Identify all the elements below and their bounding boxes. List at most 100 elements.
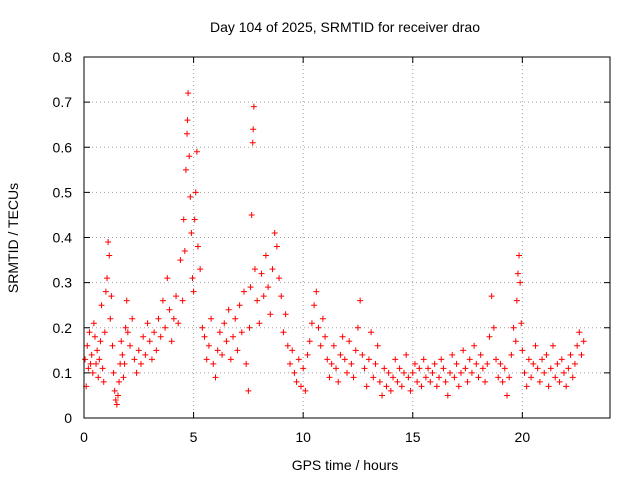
data-point <box>251 266 258 273</box>
data-point <box>104 275 111 282</box>
data-point <box>151 329 158 336</box>
data-point <box>184 130 191 137</box>
data-point <box>473 360 480 367</box>
data-point <box>243 360 250 367</box>
data-point <box>418 383 425 390</box>
y-tick-label: 0.5 <box>53 184 73 200</box>
data-point <box>525 356 532 363</box>
data-point <box>475 374 482 381</box>
data-point <box>267 311 274 318</box>
data-point <box>518 320 525 327</box>
data-point <box>276 275 283 282</box>
data-point <box>265 284 272 291</box>
data-point <box>184 117 191 124</box>
data-point <box>429 369 436 376</box>
data-point <box>381 365 388 372</box>
x-tick-label: 20 <box>515 429 531 445</box>
data-point <box>350 374 357 381</box>
data-point <box>170 315 177 322</box>
data-point <box>495 374 502 381</box>
x-tick-label: 10 <box>295 429 311 445</box>
data-point <box>449 351 456 358</box>
data-point <box>116 378 123 385</box>
data-point <box>365 356 372 363</box>
x-tick-label: 15 <box>405 429 421 445</box>
x-tick-label: 0 <box>80 429 88 445</box>
data-point <box>344 369 350 376</box>
data-point <box>186 153 193 160</box>
data-point <box>203 356 210 363</box>
data-point <box>383 383 390 390</box>
data-point <box>256 320 263 327</box>
data-point <box>560 369 567 376</box>
data-point <box>208 315 215 322</box>
data-point <box>370 374 377 381</box>
data-point <box>513 297 520 304</box>
data-point <box>484 360 491 367</box>
data-point <box>185 90 192 97</box>
data-point <box>122 324 129 331</box>
data-point <box>333 365 340 372</box>
data-point <box>135 347 142 354</box>
data-point <box>403 351 410 358</box>
data-point <box>580 338 587 345</box>
data-point <box>187 193 194 200</box>
data-point <box>528 374 535 381</box>
data-point <box>477 351 484 358</box>
data-point <box>444 392 451 399</box>
data-point <box>89 369 96 376</box>
data-point <box>93 360 100 367</box>
data-point <box>180 216 187 223</box>
data-point <box>129 315 136 322</box>
plot-frame <box>83 56 611 419</box>
data-point <box>119 351 126 358</box>
data-point <box>455 383 462 390</box>
y-tick-label: 0.7 <box>53 94 73 110</box>
data-point <box>490 324 497 331</box>
data-point <box>440 365 447 372</box>
data-point <box>250 103 257 110</box>
data-point <box>545 383 552 390</box>
data-point <box>376 378 383 385</box>
data-point <box>407 387 414 394</box>
data-point <box>563 383 570 390</box>
data-point <box>295 356 302 363</box>
data-point <box>567 351 574 358</box>
data-point <box>414 378 421 385</box>
data-point <box>409 369 416 376</box>
data-point <box>497 360 504 367</box>
grid-lines <box>84 57 610 418</box>
data-point <box>82 356 89 363</box>
data-point <box>576 329 583 336</box>
data-point <box>99 365 106 372</box>
data-point <box>238 329 245 336</box>
data-point <box>427 378 434 385</box>
data-point <box>191 216 198 223</box>
data-point <box>339 333 346 340</box>
data-point <box>131 356 138 363</box>
data-point <box>337 351 344 358</box>
data-point <box>155 315 162 322</box>
data-point <box>516 252 523 259</box>
data-point <box>438 356 445 363</box>
data-point <box>554 360 561 367</box>
data-point <box>486 333 493 340</box>
data-point <box>468 369 475 376</box>
data-point <box>433 383 440 390</box>
axes <box>83 56 611 419</box>
data-point <box>304 351 311 358</box>
data-point <box>462 365 469 372</box>
data-point <box>300 365 307 372</box>
data-point <box>188 229 195 236</box>
data-point <box>508 351 515 358</box>
data-point <box>521 369 528 376</box>
x-axis-label: GPS time / hours <box>292 457 399 473</box>
y-tick-label: 0.2 <box>53 320 73 336</box>
data-point <box>479 365 486 372</box>
data-point <box>420 356 427 363</box>
data-point <box>385 369 392 376</box>
data-point <box>457 369 464 376</box>
y-tick-labels: 0 0.1 0.2 0.3 0.4 0.5 0.6 0.7 0.8 <box>53 49 73 426</box>
data-point <box>214 347 221 354</box>
